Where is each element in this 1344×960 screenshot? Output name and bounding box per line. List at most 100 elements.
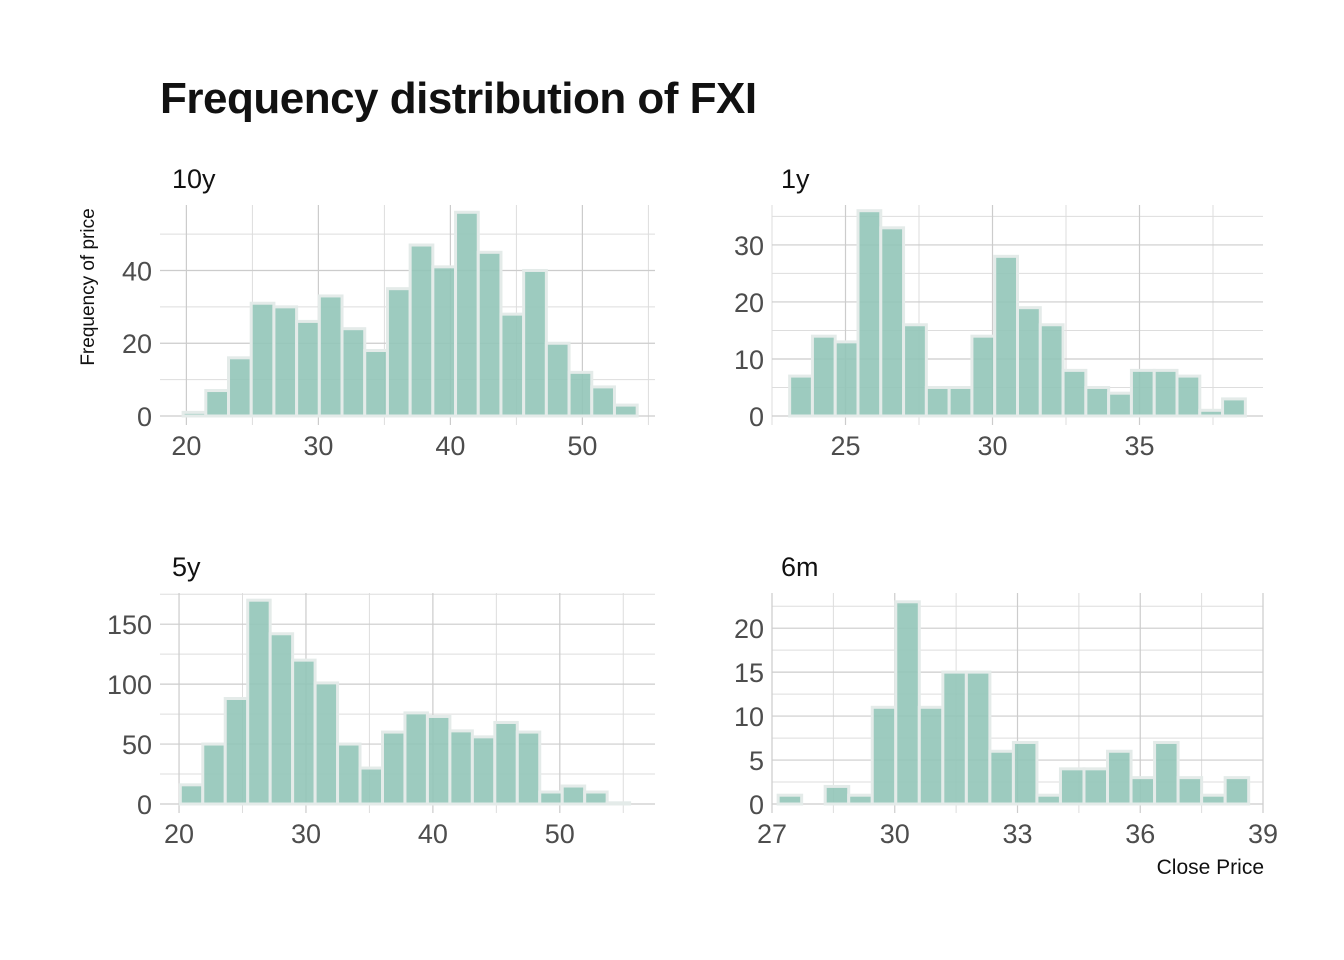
histogram-bar [856, 209, 883, 418]
panel-title: 10y [172, 164, 216, 194]
histogram-bar [924, 385, 951, 418]
histogram-bar [1061, 368, 1088, 418]
y-tick-label: 150 [107, 610, 152, 640]
x-tick-label: 30 [303, 431, 333, 461]
x-tick-label: 39 [1248, 819, 1278, 849]
y-tick-label: 0 [749, 790, 764, 820]
histogram-bar [583, 790, 609, 806]
histogram-bar [1176, 776, 1204, 806]
histogram-bar [1107, 391, 1133, 418]
histogram-bar [317, 294, 344, 418]
histogram-bar [336, 742, 362, 806]
histogram-bar [204, 389, 231, 418]
histogram-bar [295, 319, 321, 418]
histogram-bar [810, 334, 837, 418]
histogram-bar [201, 742, 227, 806]
histogram-bar [522, 268, 548, 418]
y-tick-label: 0 [137, 790, 152, 820]
y-tick-label: 0 [137, 402, 152, 432]
panel-1y: 0 10 20 30 25 30 35 1y [734, 164, 1263, 461]
y-tick-label: 50 [122, 730, 152, 760]
histogram-bar [1129, 368, 1156, 418]
histogram-bar [947, 385, 974, 418]
histogram-bar [560, 784, 587, 806]
histogram-bar [385, 287, 412, 418]
y-tick-label: 10 [734, 702, 764, 732]
y-tick-label: 40 [122, 256, 152, 286]
histogram-bar [567, 370, 594, 418]
x-tick-label: 35 [1124, 431, 1154, 461]
x-tick-label: 30 [977, 431, 1007, 461]
panel-10y: 0 20 40 20 30 40 50 10y [122, 164, 655, 461]
histogram-bar [425, 714, 452, 806]
histogram-bar [941, 670, 968, 806]
histogram-bar [902, 323, 928, 418]
x-tick-label: 30 [291, 819, 321, 849]
x-tick-label: 33 [1002, 819, 1032, 849]
histogram-bar [1106, 749, 1133, 806]
histogram-bar [847, 793, 874, 806]
histogram-bar [1129, 776, 1157, 806]
panel-5y: 0 50 100 150 20 30 40 50 5y [107, 552, 655, 849]
histogram-bar [970, 334, 997, 418]
x-tick-label: 27 [757, 819, 787, 849]
histogram-bar [340, 327, 367, 418]
histogram-bar [1200, 793, 1227, 806]
histogram-bar [1038, 323, 1065, 418]
histogram-bar [249, 301, 276, 418]
histogram-bar [223, 697, 250, 806]
x-tick-label: 50 [545, 819, 575, 849]
histogram-bar [823, 784, 851, 806]
histogram-bar [499, 312, 526, 418]
histogram-bar [917, 705, 945, 806]
histogram-bar [313, 681, 340, 806]
x-axis-label: Close Price [1156, 856, 1264, 879]
histogram-bar [470, 735, 497, 806]
histogram-bar [380, 730, 407, 806]
histogram-bar [879, 226, 906, 418]
histogram-bar [403, 711, 429, 806]
histogram-bar [408, 243, 435, 418]
histogram-bar [1198, 408, 1225, 418]
y-tick-label: 30 [734, 231, 764, 261]
histogram-bar [544, 341, 571, 418]
panel-title: 5y [172, 552, 201, 582]
histogram-bar [894, 600, 921, 806]
histogram-bar [476, 250, 503, 418]
histogram-bar [291, 658, 317, 806]
x-tick-label: 36 [1125, 819, 1155, 849]
histogram-bar [358, 766, 384, 806]
histogram-bar [993, 254, 1019, 418]
histogram-bar [181, 410, 208, 418]
y-tick-label: 20 [734, 288, 764, 318]
histogram-bar [870, 705, 898, 806]
histogram-bar [431, 265, 458, 418]
y-tick-label: 5 [749, 746, 764, 776]
histogram-bar [988, 749, 1015, 806]
y-tick-label: 20 [734, 614, 764, 644]
histogram-bar [964, 670, 992, 806]
histogram-bar [1152, 368, 1179, 418]
chart-title: Frequency distribution of FXI [160, 74, 757, 123]
x-tick-label: 20 [171, 431, 201, 461]
histogram-bar [272, 305, 299, 418]
histogram-bar [246, 598, 272, 806]
histogram-bar [1175, 374, 1202, 418]
y-tick-label: 100 [107, 670, 152, 700]
histogram-bar [448, 729, 474, 806]
histogram-bar [1153, 740, 1180, 806]
histogram-bar [1058, 767, 1086, 806]
histogram-bar [227, 356, 253, 418]
histogram-bar [515, 730, 542, 806]
histogram-bar [1084, 385, 1111, 418]
histogram-bar [1221, 397, 1247, 418]
histogram-bar [268, 632, 295, 806]
histogram-bar [1011, 740, 1039, 806]
x-tick-label: 30 [880, 819, 910, 849]
histogram-bar [538, 790, 564, 806]
y-tick-label: 0 [749, 402, 764, 432]
panel-title: 1y [781, 164, 810, 194]
y-tick-label: 20 [122, 329, 152, 359]
histogram-bar [590, 385, 616, 418]
y-tick-label: 10 [734, 345, 764, 375]
